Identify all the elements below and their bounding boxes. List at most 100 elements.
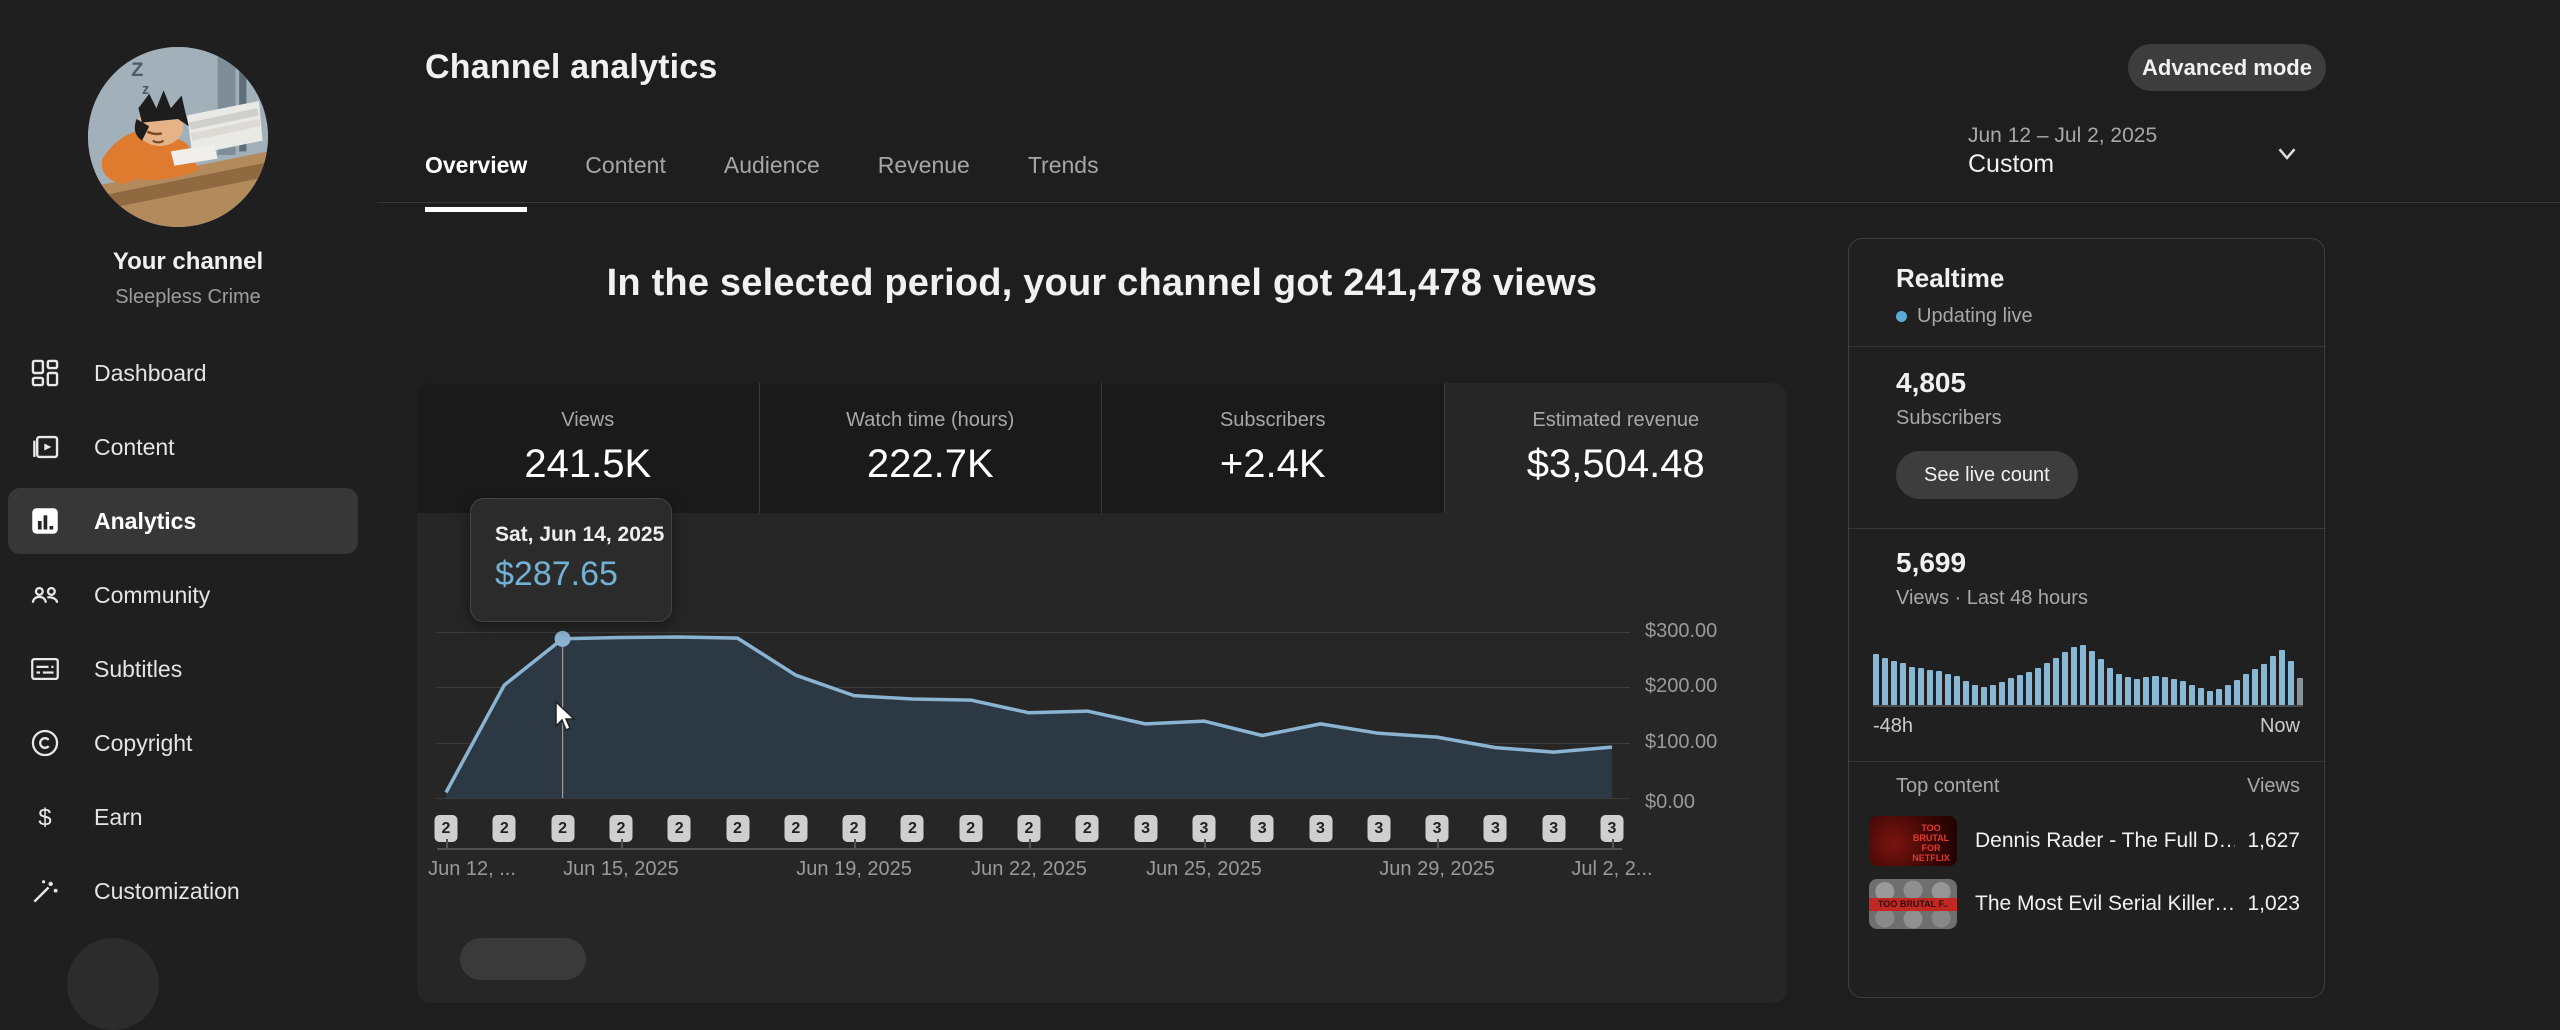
sidebar-item-community[interactable]: Community [0,558,376,632]
sidebar-item-dashboard[interactable]: Dashboard [0,336,376,410]
published-video-marker[interactable]: 3 [1542,815,1566,842]
realtime-bar [2269,655,2276,705]
realtime-bar [2098,659,2105,705]
tab-revenue[interactable]: Revenue [877,152,970,178]
tab-audience[interactable]: Audience [723,152,820,178]
realtime-subscribers-label: Subscribers [1896,407,2002,429]
tab-trends[interactable]: Trends [1027,152,1099,178]
published-video-marker[interactable]: 3 [1425,815,1449,842]
published-video-marker[interactable]: 2 [492,815,516,842]
metric-tab-estimated-revenue[interactable]: Estimated revenue $3,504.48 [1445,383,1788,513]
published-video-marker[interactable]: 3 [1309,815,1332,842]
realtime-bar [2188,684,2195,705]
customization-icon [26,872,64,910]
sidebar-item-analytics[interactable]: Analytics [0,484,376,558]
realtime-bar [1972,684,1979,705]
published-video-marker[interactable]: 3 [1483,815,1507,842]
metric-tab-watch-time-hours-[interactable]: Watch time (hours) 222.7K [759,383,1102,513]
thumbnail-band [1869,897,1957,911]
channel-avatar[interactable]: Z z [88,47,268,227]
realtime-bar [2170,678,2177,705]
community-icon [26,576,64,614]
sidebar-item-earn[interactable]: $ Earn [0,780,376,854]
published-video-marker[interactable]: 2 [667,815,691,842]
published-video-marker[interactable]: 3 [1192,815,1216,842]
published-video-marker[interactable]: 2 [842,815,866,842]
sidebar-item-customization[interactable]: Customization [0,854,376,928]
metric-tabs-row: Views 241.5K Watch time (hours) 222.7K Subsc… [417,383,1787,513]
x-axis-label: Jun 19, 2025 [796,858,912,880]
metric-tab-subscribers[interactable]: Subscribers +2.4K [1102,383,1445,513]
divider [1849,528,2326,529]
metric-label: Estimated revenue [1532,409,1700,431]
video-thumbnail[interactable]: TOO BRUTAL FOR NETFLIX [1869,815,1957,866]
realtime-bar [2215,688,2222,705]
gridline [437,632,1630,633]
realtime-bar [2143,677,2150,705]
video-views: 1,627 [2247,828,2300,852]
sidebar-item-copyright[interactable]: Copyright [0,706,376,780]
sidebar-item-label: Community [94,581,211,608]
date-mode-selector[interactable]: Custom [1968,150,2055,178]
top-content-views-label: Views [2247,775,2300,797]
published-video-marker[interactable]: 2 [1075,815,1099,842]
x-axis-label: Jul 2, 2... [1571,858,1653,880]
realtime-bar-chart[interactable] [1873,639,2303,707]
published-video-marker[interactable]: 2 [726,815,749,842]
y-axis-label: $300.00 [1645,620,1718,642]
advanced-mode-button[interactable]: Advanced mode [2128,44,2326,91]
earn-icon: $ [26,798,64,836]
realtime-bar [2080,645,2087,705]
realtime-bar [2017,675,2024,705]
revenue-series [444,630,1613,798]
realtime-bar [2233,679,2240,705]
published-video-marker[interactable]: 2 [434,815,458,842]
sidebar-item-label: Content [94,433,175,460]
video-title[interactable]: The Most Evil Serial Killer… [1975,891,2236,915]
metric-label: Views [561,409,615,431]
see-live-count-button[interactable]: See live count [1896,451,2078,499]
published-video-marker[interactable]: 3 [1367,815,1391,842]
realtime-bar [2035,667,2042,705]
svg-text:z: z [142,82,149,98]
metric-tab-views[interactable]: Views 241.5K [417,383,760,513]
chevron-down-icon[interactable] [2272,138,2302,168]
revenue-line-chart[interactable]: $300.00 $200.00 $100.00 $0.00 2 2 2 2 2 2 2 2 2 2 2 2 3 3… [417,560,1787,905]
published-video-marker[interactable]: 2 [551,815,575,842]
published-video-marker[interactable]: 2 [959,815,983,842]
realtime-bar [2008,678,2015,705]
video-title[interactable]: Dennis Rader - The Full D… [1975,828,2236,852]
published-video-marker[interactable]: 2 [784,815,808,842]
metric-label: Watch time (hours) [846,409,1015,431]
video-thumbnail[interactable]: TOO BRUTAL F.. [1869,878,1957,929]
x-axis-label: Jun 29, 2025 [1379,858,1495,880]
realtime-bar [1963,681,1970,705]
published-video-marker[interactable]: 2 [900,815,924,842]
realtime-bar [2071,647,2078,705]
mouse-cursor [552,700,582,734]
published-video-marker[interactable]: 2 [1017,815,1041,842]
published-video-marker[interactable]: 3 [1134,815,1158,842]
analytics-tabs: Overview Content Audience Revenue Trends [425,152,1099,212]
sidebar-item-label: Analytics [94,507,197,534]
tab-overview[interactable]: Overview [425,152,528,212]
sidebar-item-label: Earn [94,803,143,830]
see-more-button[interactable] [460,938,586,980]
x-axis-label: Jun 25, 2025 [1146,858,1262,880]
sidebar-item-subtitles[interactable]: Subtitles [0,632,376,706]
gridline [437,687,1630,689]
page-title: Channel analytics [425,48,718,86]
copyright-icon [26,724,64,762]
tab-content[interactable]: Content [585,152,666,178]
top-content-row[interactable]: TOO BRUTAL FOR NETFLIX Dennis Rader - The… [1869,809,2300,872]
realtime-bar [2062,652,2069,705]
x-axis-tick [1437,839,1440,848]
sidebar-item-content[interactable]: Content [0,410,376,484]
published-video-marker[interactable]: 3 [1600,815,1624,842]
realtime-bar [1918,668,1925,705]
x-axis-tick [1203,839,1206,848]
published-video-marker[interactable]: 2 [609,815,633,842]
metric-value: $3,504.48 [1526,442,1705,486]
top-content-row[interactable]: TOO BRUTAL F.. The Most Evil Serial Kille… [1869,872,2300,935]
published-video-marker[interactable]: 3 [1250,815,1274,842]
